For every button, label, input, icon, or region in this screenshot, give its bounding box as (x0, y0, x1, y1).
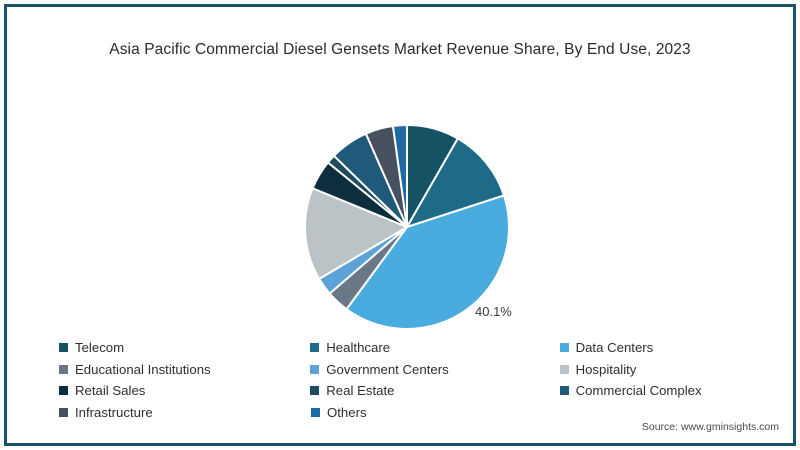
pie-slice-infrastructure[interactable] (364, 124, 408, 228)
legend-swatch-icon (59, 364, 68, 374)
legend-item-healthcare[interactable]: Healthcare (310, 341, 559, 354)
chart-frame: Asia Pacific Commercial Diesel Gensets M… (4, 4, 796, 446)
legend-row: Telecom Healthcare Data Centers (59, 337, 759, 359)
chart-canvas: Asia Pacific Commercial Diesel Gensets M… (7, 7, 793, 443)
legend-swatch-icon (311, 407, 320, 417)
legend-swatch-icon (59, 407, 68, 417)
legend-swatch-icon (559, 386, 569, 396)
page-title: Asia Pacific Commercial Diesel Gensets M… (109, 41, 691, 58)
legend-item-educational-institutions[interactable]: Educational Institutions (59, 361, 310, 377)
pie-slice-healthcare[interactable] (406, 137, 506, 228)
legend-item-others[interactable]: Others (311, 404, 561, 420)
legend-swatch-icon (559, 364, 569, 374)
legend-item-real-estate[interactable]: Real Estate (310, 384, 559, 397)
legend-item-government-centers[interactable]: Government Centers (310, 361, 559, 377)
legend-item-retail-sales[interactable]: Retail Sales (59, 384, 310, 397)
legend-label: Telecom (75, 340, 125, 356)
legend-item-infrastructure[interactable]: Infrastructure (59, 404, 311, 420)
legend-swatch-icon (559, 343, 569, 353)
legend-item-telecom[interactable]: Telecom (59, 341, 310, 354)
legend-label: Hospitality (575, 361, 637, 377)
pie-slice-others[interactable] (391, 123, 408, 228)
legend-swatch-icon (59, 386, 68, 396)
legend-row: Infrastructure Others (59, 402, 759, 424)
pie-slice-educational-institutions[interactable] (328, 226, 408, 311)
pie-slice-government-centers[interactable] (318, 226, 408, 295)
legend-item-commercial-complex[interactable]: Commercial Complex (559, 383, 759, 399)
legend-label: Others (327, 404, 367, 420)
legend-label: Real Estate (326, 383, 395, 399)
legend-swatch-icon (59, 343, 68, 353)
legend-label: Data Centers (575, 340, 654, 356)
legend-row: Retail Sales Real Estate Commercial Comp… (59, 380, 759, 402)
pie-slice-hospitality[interactable] (303, 187, 408, 280)
data-label-data-centers: 40.1% (475, 304, 512, 319)
legend-label: Educational Institutions (75, 361, 211, 377)
pie-slice-real-estate[interactable] (327, 154, 408, 228)
legend-label: Retail Sales (75, 383, 146, 399)
source-attribution: Source: www.gminsights.com (641, 421, 779, 433)
legend-swatch-icon (310, 364, 320, 374)
legend-item-hospitality[interactable]: Hospitality (559, 361, 759, 377)
legend-label: Commercial Complex (575, 383, 702, 399)
chart-legend: Telecom Healthcare Data Centers Educatio… (59, 337, 759, 423)
legend-label: Healthcare (326, 340, 391, 356)
legend-item-data-centers[interactable]: Data Centers (559, 340, 759, 356)
legend-label: Government Centers (326, 361, 449, 377)
legend-swatch-icon (310, 343, 320, 353)
legend-swatch-icon (310, 386, 320, 396)
pie-slice-commercial-complex[interactable] (332, 132, 408, 228)
pie-slice-group (303, 123, 510, 330)
legend-row: Educational Institutions Government Cent… (59, 359, 759, 381)
pie-slice-retail-sales[interactable] (311, 161, 408, 228)
pie-slice-data-centers[interactable] (345, 194, 510, 330)
pie-slice-telecom[interactable] (406, 124, 459, 228)
legend-label: Infrastructure (75, 404, 153, 420)
